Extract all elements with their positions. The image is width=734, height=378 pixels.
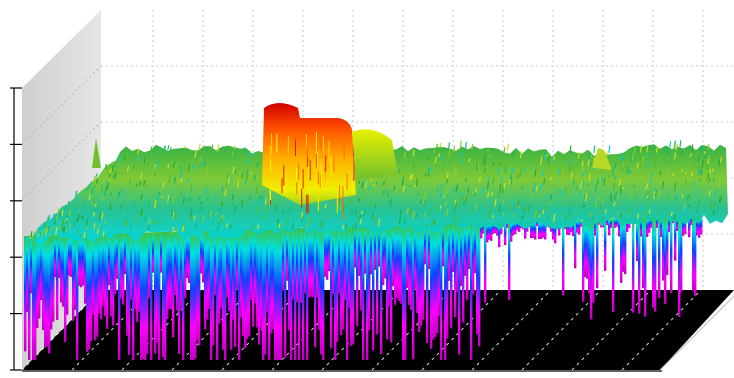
surface-underside <box>24 215 703 360</box>
floor-front-edge <box>659 295 734 371</box>
z-axis-ticks <box>10 87 22 371</box>
secondary-peak <box>352 129 398 180</box>
small-spike-left <box>92 138 101 168</box>
small-spike-right <box>592 148 612 170</box>
surface-top <box>26 144 728 245</box>
peaks <box>92 103 612 220</box>
